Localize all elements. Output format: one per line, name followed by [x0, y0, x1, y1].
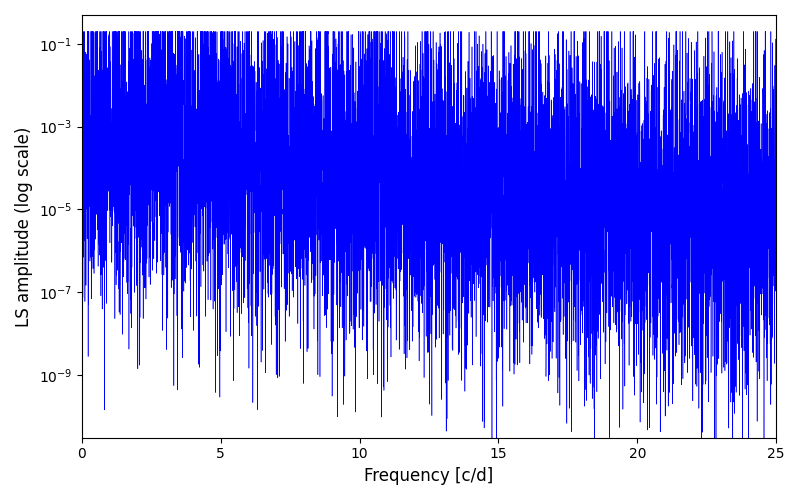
Y-axis label: LS amplitude (log scale): LS amplitude (log scale) — [15, 126, 33, 326]
X-axis label: Frequency [c/d]: Frequency [c/d] — [364, 467, 494, 485]
